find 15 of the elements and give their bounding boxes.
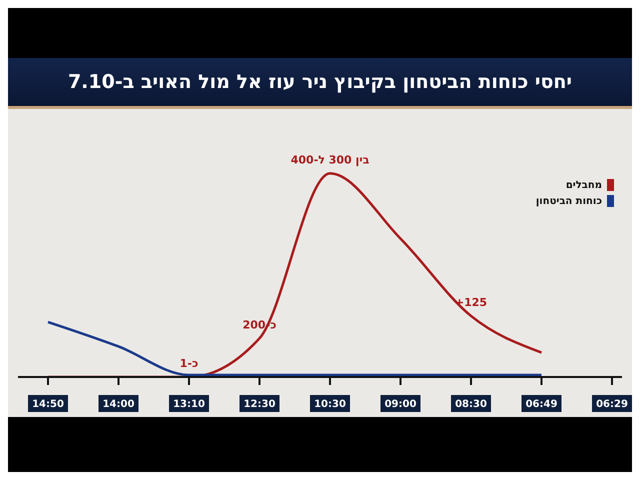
x-tick-label: 08:30 bbox=[455, 399, 487, 410]
x-tick-label: 14:50 bbox=[32, 399, 64, 410]
annotation: בין 300 ל-400 bbox=[290, 153, 370, 166]
x-tick-label: 14:00 bbox=[102, 399, 134, 410]
x-tick-label: 06:49 bbox=[526, 399, 558, 410]
annotation: +125 bbox=[454, 296, 488, 309]
legend-label: מחבלים bbox=[566, 180, 602, 190]
x-tick-label: 10:30 bbox=[314, 399, 346, 410]
x-tick-label: 06:29 bbox=[596, 399, 628, 410]
x-tick-label: 12:30 bbox=[244, 399, 276, 410]
chart-title: יחסי כוחות הביטחון בקיבוץ ניר עוז אל מול האויב ב-7.10 bbox=[68, 71, 572, 93]
legend-label: כוחות הביטחון bbox=[536, 196, 602, 206]
x-tick-label: 09:00 bbox=[384, 399, 416, 410]
x-tick-label: 13:10 bbox=[173, 399, 205, 410]
annotation: כ-1 bbox=[180, 357, 198, 370]
